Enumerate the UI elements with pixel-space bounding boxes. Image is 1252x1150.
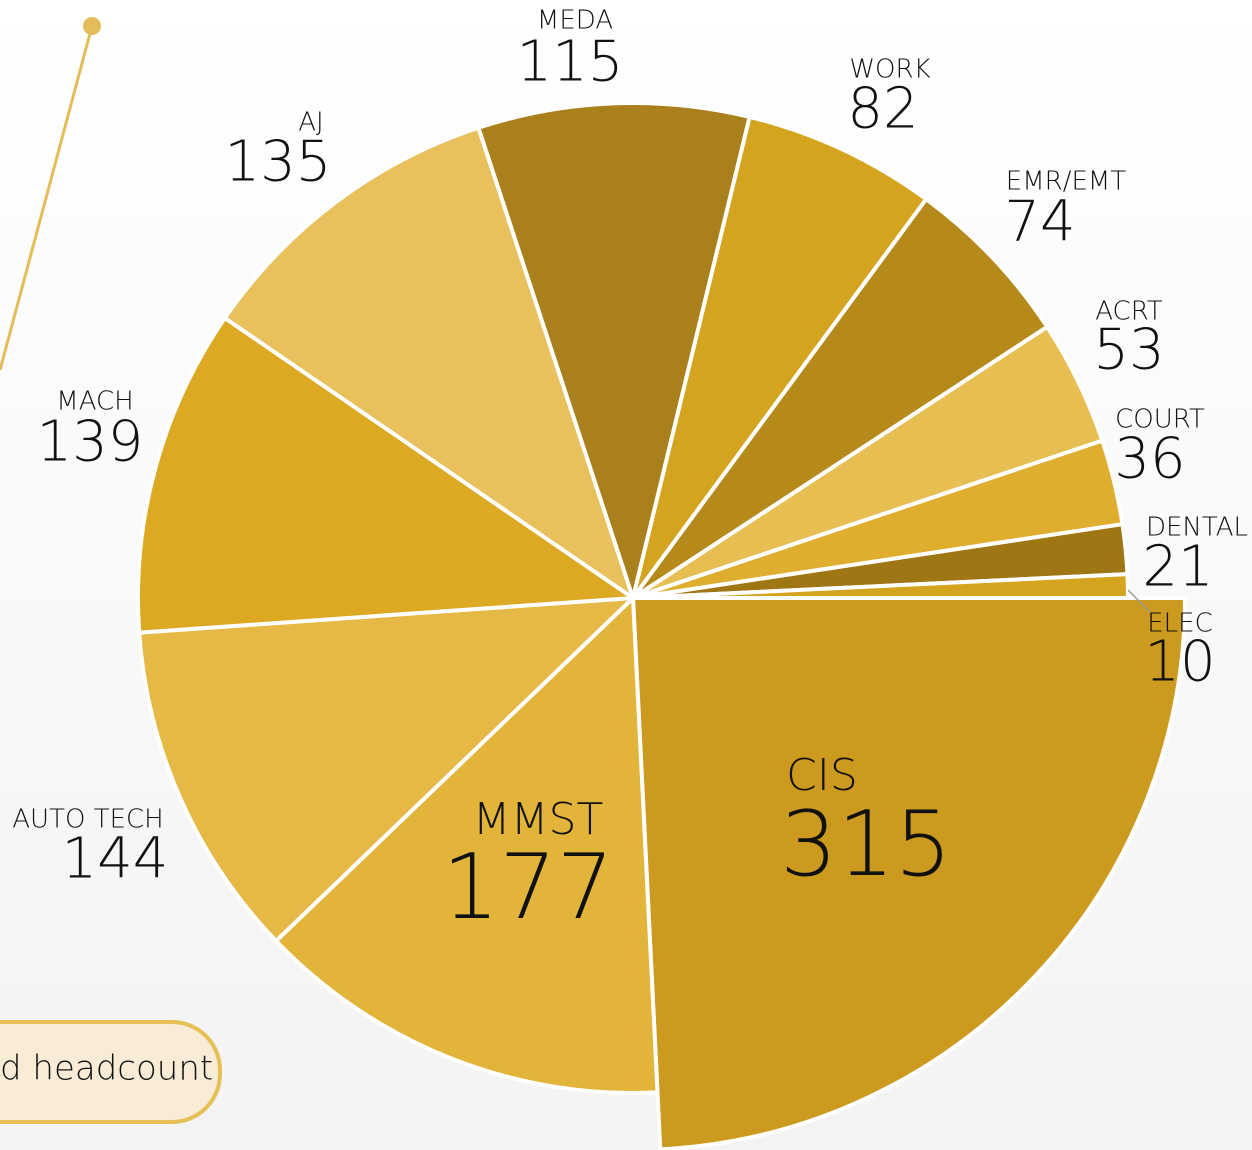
slice-value: 135 — [225, 129, 332, 194]
slice — [222, 125, 635, 600]
slice-value: 21 — [1142, 534, 1213, 599]
slice-name: CIS — [786, 750, 858, 801]
decor-dot — [83, 17, 101, 35]
slice — [137, 596, 635, 943]
leader-line — [1127, 589, 1151, 613]
slice-value: 10 — [1144, 629, 1215, 694]
slice-value: 144 — [62, 826, 169, 891]
slice-name: AJ — [298, 108, 323, 138]
slice-value: 315 — [780, 792, 952, 897]
slice — [631, 197, 1050, 600]
slice-name: ACRT — [1095, 297, 1163, 327]
slice — [631, 114, 929, 600]
slice-value: 74 — [1004, 189, 1075, 254]
slice — [631, 596, 1187, 1150]
slice-value: 53 — [1093, 317, 1164, 382]
slice-name: AUTO TECH — [12, 805, 163, 835]
slice — [136, 315, 635, 635]
slice-name: EMR/EMT — [1006, 167, 1127, 197]
slice-name: MACH — [56, 387, 133, 417]
slice-name: MEDA — [537, 6, 613, 36]
note-pill — [0, 1020, 222, 1124]
slice-value: 115 — [517, 29, 624, 94]
slice-value: 82 — [847, 76, 918, 141]
slice-name: ELEC — [1147, 609, 1213, 639]
slice-value: 177 — [442, 835, 614, 940]
decor-line — [0, 25, 94, 371]
slice — [476, 101, 752, 600]
slice-value: 36 — [1114, 426, 1185, 491]
slice-name: COURT — [1115, 405, 1205, 435]
note-text: d headcount — [0, 1049, 213, 1089]
slice-name: DENTAL — [1146, 513, 1248, 543]
slice-name: MMST — [473, 794, 604, 845]
slice-name: WORK — [849, 55, 930, 85]
slice-value: 139 — [37, 409, 144, 474]
slice — [631, 572, 1130, 600]
slice — [274, 596, 660, 1095]
slices — [136, 101, 1187, 1150]
